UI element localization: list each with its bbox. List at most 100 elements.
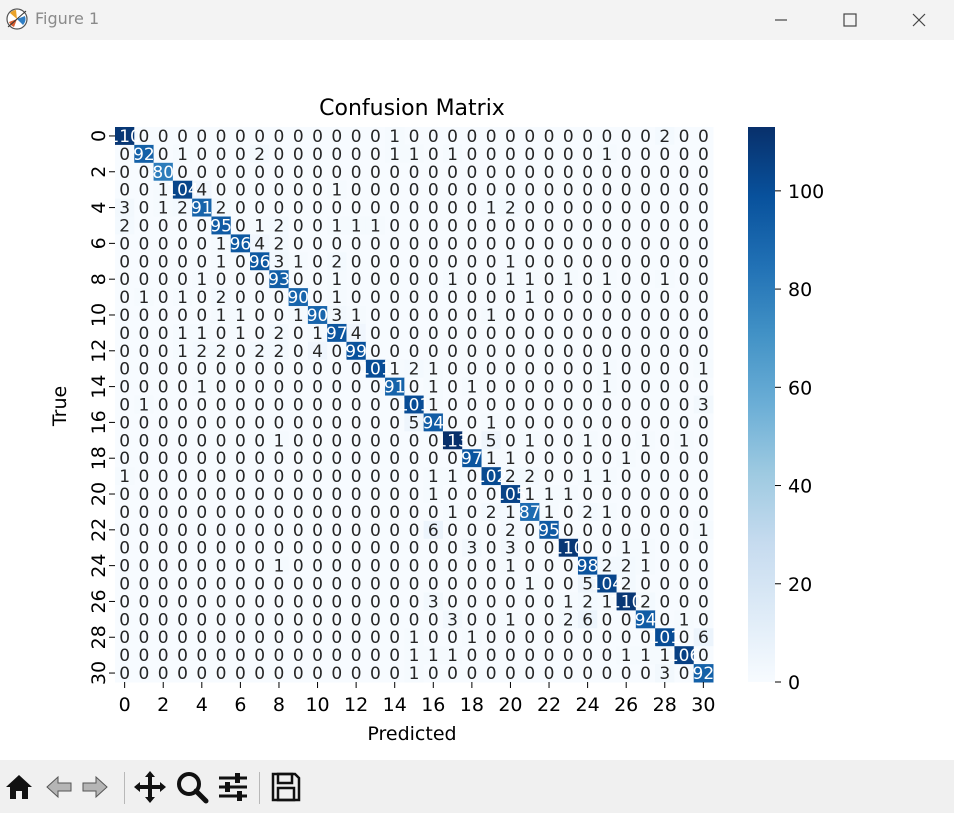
heatmap-cell	[153, 592, 174, 611]
heatmap-cell	[520, 377, 540, 397]
cell-annotation: 0	[486, 181, 497, 201]
heatmap-cell	[442, 306, 463, 325]
heatmap-cell	[693, 664, 714, 683]
heatmap-cell	[520, 485, 540, 504]
cell-annotation: 2	[216, 199, 227, 219]
cell-annotation: 0	[621, 360, 632, 380]
heatmap-cell	[442, 610, 463, 629]
cell-annotation: 0	[428, 664, 439, 684]
cell-annotation: 0	[582, 396, 593, 416]
heatmap-cell	[616, 323, 637, 343]
heatmap-cell	[192, 144, 212, 164]
cell-annotation: 0	[293, 396, 304, 416]
heatmap-cell	[230, 377, 251, 397]
cell-annotation: 0	[640, 288, 651, 308]
cell-annotation: 0	[486, 378, 497, 398]
cell-annotation: 0	[466, 145, 477, 165]
x-axis-ticks: 0 2 4 6 8 10 12 14 16 18 20 22 24 26 28 30	[119, 682, 715, 716]
minimize-button[interactable]	[746, 0, 816, 40]
heatmap-cell	[462, 413, 483, 432]
heatmap-cell	[269, 610, 290, 629]
cell-annotation: 0	[254, 467, 265, 487]
heatmap-cell	[250, 270, 270, 289]
heatmap-cell	[442, 467, 463, 486]
heatmap-cell	[269, 413, 290, 432]
heatmap-cell	[385, 610, 405, 629]
cell-annotation: 0	[466, 252, 477, 272]
heatmap-cell	[211, 341, 232, 361]
cell-annotation: 0	[139, 628, 150, 648]
heatmap-cell	[500, 359, 521, 379]
cell-annotation: 1	[486, 449, 497, 469]
heatmap-cell	[115, 377, 135, 397]
cell-annotation: 0	[659, 503, 670, 523]
heatmap-cell	[655, 377, 675, 397]
heatmap-cell	[115, 306, 135, 325]
cell-annotation: 0	[698, 270, 709, 290]
cell-annotation: 1	[447, 467, 458, 487]
heatmap-cell	[655, 485, 675, 504]
home-button[interactable]	[0, 768, 38, 806]
close-button[interactable]	[884, 0, 954, 40]
cell-annotation: 0	[466, 431, 477, 451]
heatmap-cell	[539, 449, 560, 468]
back-button[interactable]	[40, 768, 78, 806]
cell-annotation: 0	[158, 503, 169, 523]
heatmap-cell	[307, 270, 328, 289]
heatmap-cell	[288, 449, 309, 468]
heatmap-cell	[674, 628, 695, 647]
heatmap-cell	[134, 610, 155, 629]
cell-annotation: 0	[274, 145, 285, 165]
heatmap-cell	[481, 449, 502, 468]
heatmap-cell	[539, 664, 560, 683]
cell-annotation: 0	[409, 216, 420, 236]
cell-annotation: 0	[582, 449, 593, 469]
heatmap-cell	[597, 270, 618, 289]
heatmap-cell	[693, 646, 714, 665]
heatmap-cell	[192, 288, 212, 307]
pan-button[interactable]	[131, 768, 169, 806]
heatmap-cell	[250, 592, 270, 611]
cell-annotation: 0	[428, 503, 439, 523]
cell-annotation: 0	[409, 503, 420, 523]
cell-annotation: 0	[389, 216, 400, 236]
cell-annotation: 0	[119, 252, 130, 272]
cell-annotation: 0	[601, 288, 612, 308]
cell-annotation: 0	[351, 610, 362, 630]
heatmap-cell	[115, 485, 135, 504]
cell-annotation: 0	[679, 575, 690, 595]
cell-annotation: 0	[119, 342, 130, 362]
cell-annotation: 0	[466, 521, 477, 541]
cell-annotation: 0	[274, 181, 285, 201]
forward-button[interactable]	[76, 768, 114, 806]
cell-annotation: 0	[196, 216, 207, 236]
zoom-button[interactable]	[173, 768, 211, 806]
maximize-button[interactable]	[815, 0, 885, 40]
heatmap-cell	[616, 628, 637, 647]
cell-annotation: 0	[351, 270, 362, 290]
cell-annotation: 0	[640, 378, 651, 398]
cell-annotation: 0	[139, 610, 150, 630]
cell-annotation: 0	[274, 467, 285, 487]
figure-canvas[interactable]: Confusion Matrix 110 0 0 0 0 0 0 0 0 0 0 0 0 0 1 0 0 0 0 0 0…	[0, 40, 954, 760]
cell-annotation: 1	[216, 234, 227, 254]
cell-annotation: 0	[640, 575, 651, 595]
cell-annotation: 0	[254, 557, 265, 577]
heatmap-cell	[288, 431, 309, 450]
heatmap-cell	[577, 144, 598, 164]
cell-annotation: 0	[158, 324, 169, 344]
heatmap-cell	[423, 395, 444, 414]
heatmap-cell	[520, 431, 540, 450]
heatmap-cell	[655, 413, 675, 432]
heatmap-cell	[693, 288, 714, 307]
save-button[interactable]	[267, 768, 305, 806]
configure-subplots-button[interactable]	[214, 768, 252, 806]
cell-annotation: 0	[254, 413, 265, 433]
heatmap-cell	[500, 520, 521, 540]
y-tick-label: 22	[88, 518, 110, 542]
cell-annotation: 0	[563, 199, 574, 219]
heatmap-cell	[192, 127, 212, 146]
cell-annotation: 0	[582, 127, 593, 147]
heatmap-cell	[577, 413, 598, 432]
cell-annotation: 0	[177, 646, 188, 666]
